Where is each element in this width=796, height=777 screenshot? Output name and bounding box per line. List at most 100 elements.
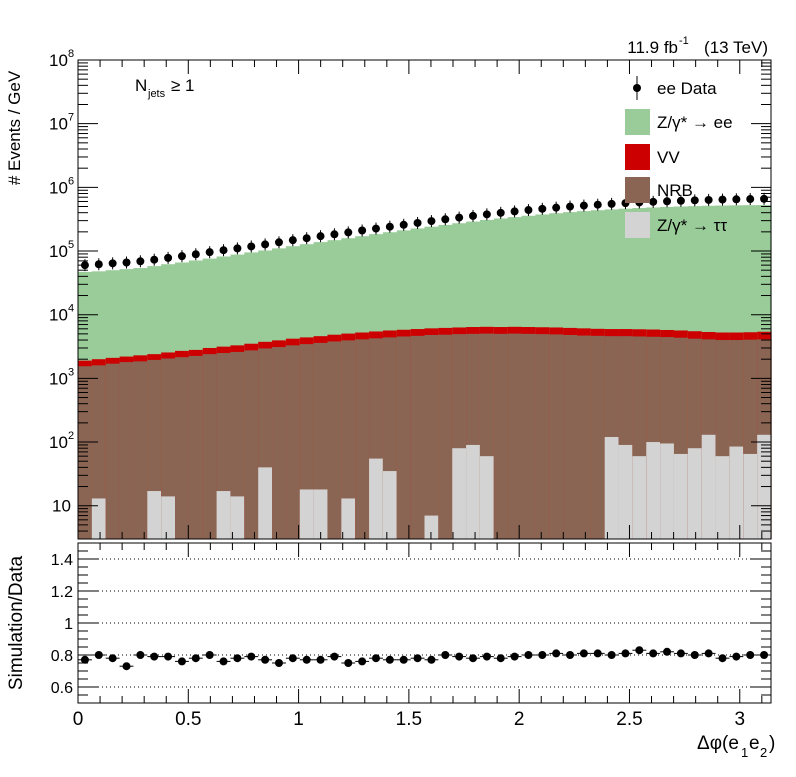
bar-nrb bbox=[133, 361, 148, 539]
data-point bbox=[94, 260, 103, 269]
ratio-point bbox=[219, 657, 228, 666]
ratio-y-tick-label: 1 bbox=[64, 616, 73, 633]
ratio-point bbox=[344, 659, 353, 667]
bar-ztautau bbox=[382, 471, 398, 539]
data-point bbox=[510, 207, 519, 216]
y-tick-label: 10 bbox=[52, 497, 71, 516]
data-point bbox=[746, 195, 755, 204]
bar-ztautau bbox=[618, 444, 633, 539]
bar-ztautau bbox=[161, 496, 176, 539]
bar-nrb bbox=[438, 334, 453, 539]
ratio-point bbox=[288, 654, 297, 663]
data-point bbox=[718, 195, 727, 204]
legend-label: ee Data bbox=[657, 79, 717, 98]
bar-ztautau bbox=[313, 489, 329, 539]
data-point bbox=[330, 230, 339, 239]
bar-nrb bbox=[119, 362, 135, 539]
x-tick-label: 2.5 bbox=[616, 709, 642, 730]
ratio-point bbox=[205, 651, 214, 659]
x-axis-label: Δφ(e 1 e 2 ) bbox=[697, 733, 775, 760]
ratio-y-tick-label: 0.6 bbox=[51, 680, 73, 697]
y-tick-exponent: 7 bbox=[68, 112, 74, 124]
data-point bbox=[538, 204, 547, 213]
y-tick-exponent: 5 bbox=[68, 239, 74, 251]
y-tick-label: 10 bbox=[49, 369, 68, 388]
bar-nrb bbox=[576, 335, 592, 539]
legend-swatch bbox=[625, 144, 650, 170]
data-point bbox=[261, 240, 270, 249]
ratio-point bbox=[261, 655, 270, 664]
y-tick-label: 10 bbox=[49, 242, 68, 261]
ratio-point bbox=[690, 651, 699, 659]
data-point bbox=[177, 252, 186, 261]
ratio-point bbox=[427, 655, 436, 664]
bar-ztautau bbox=[147, 491, 162, 539]
bar-ztautau bbox=[216, 491, 232, 539]
ratio-point bbox=[635, 646, 644, 655]
svg-text:jets: jets bbox=[147, 88, 166, 100]
y-tick-exponent: 3 bbox=[68, 366, 74, 378]
y-tick-label: 10 bbox=[49, 178, 68, 197]
ratio-point bbox=[302, 655, 311, 664]
data-point bbox=[427, 217, 436, 226]
ratio-point bbox=[704, 649, 713, 658]
ratio-point bbox=[150, 652, 159, 661]
data-point bbox=[358, 226, 367, 235]
bar-nrb bbox=[410, 335, 426, 539]
ratio-plot: 0.6 0.8 1 1.2 1.4 0 0.5 1 1.5 2 2.5 3 Simulation/D… bbox=[6, 542, 775, 760]
ratio-point bbox=[676, 649, 685, 658]
bar-ztautau bbox=[701, 434, 717, 539]
data-point bbox=[469, 211, 478, 220]
bar-nrb bbox=[590, 335, 606, 539]
data-point bbox=[385, 222, 394, 231]
bar-nrb bbox=[91, 365, 107, 539]
data-point bbox=[524, 206, 533, 215]
data-point bbox=[108, 259, 117, 268]
ratio-point bbox=[469, 654, 478, 663]
ratio-point bbox=[413, 654, 422, 663]
data-point bbox=[219, 246, 228, 255]
bar-ztautau bbox=[646, 442, 661, 539]
data-point bbox=[593, 200, 602, 209]
ratio-y-tick-label: 1.4 bbox=[51, 552, 73, 569]
bar-nrb bbox=[78, 366, 93, 539]
bar-nrb bbox=[272, 347, 287, 539]
svg-text:): ) bbox=[769, 733, 775, 754]
ratio-point bbox=[274, 659, 283, 667]
svg-text:2: 2 bbox=[760, 745, 767, 760]
bar-nrb bbox=[285, 345, 301, 539]
ratio-point bbox=[455, 652, 464, 661]
legend-marker bbox=[633, 84, 641, 92]
ratio-point bbox=[607, 651, 616, 659]
ratio-point bbox=[177, 657, 186, 666]
data-point bbox=[164, 253, 173, 262]
legend-label: Z/γ* → ee bbox=[657, 113, 733, 132]
lower-y-label: Simulation/Data bbox=[6, 556, 27, 691]
bar-nrb bbox=[244, 350, 259, 539]
bar-ztautau bbox=[632, 456, 647, 539]
bar-nrb bbox=[188, 355, 204, 539]
bar-nrb bbox=[549, 334, 564, 539]
legend-label: VV bbox=[657, 148, 680, 167]
energy-label: (13 TeV) bbox=[704, 38, 768, 57]
data-point bbox=[399, 220, 408, 229]
ratio-point bbox=[746, 651, 755, 659]
bar-ztautau bbox=[743, 453, 758, 539]
y-tick-exponent: 2 bbox=[68, 430, 74, 442]
ratio-point bbox=[164, 652, 173, 661]
bar-ztautau bbox=[91, 498, 107, 539]
legend-label: Z/γ* → ττ bbox=[657, 216, 727, 235]
x-tick-label: 1 bbox=[293, 709, 304, 730]
data-point bbox=[566, 202, 575, 211]
bar-ztautau bbox=[299, 489, 315, 539]
ratio-point bbox=[566, 651, 575, 659]
bar-ztautau bbox=[258, 467, 273, 539]
bar-nrb bbox=[424, 334, 439, 539]
legend-swatch bbox=[625, 109, 650, 135]
ratio-point bbox=[593, 649, 602, 658]
data-point bbox=[579, 201, 588, 210]
legend-label: NRB bbox=[657, 181, 693, 200]
bar-ztautau bbox=[660, 443, 675, 539]
ratio-point bbox=[233, 654, 242, 663]
